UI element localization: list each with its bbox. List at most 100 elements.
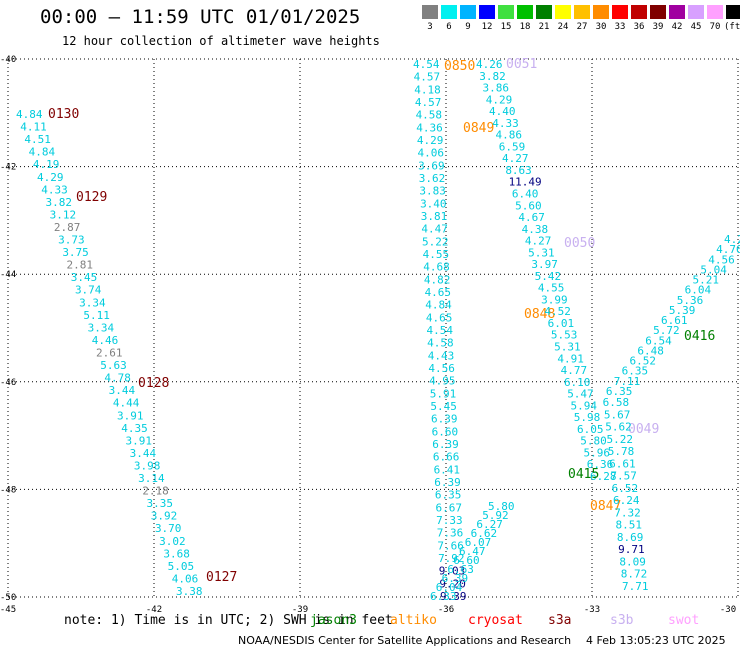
swh-value: 5.22: [607, 433, 634, 446]
swh-value: 6.39: [431, 413, 458, 426]
swh-value: 4.35: [121, 422, 147, 435]
swh-value: 4.38: [522, 223, 549, 236]
swh-value: 5.80: [488, 500, 515, 513]
swh-value: 3.91: [125, 434, 152, 447]
swh-value: 6.05: [577, 423, 604, 436]
scale-label: 33: [614, 22, 626, 32]
lon-label: -45: [0, 605, 16, 615]
swh-value: 6.67: [436, 501, 463, 514]
swh-value: 3.70: [155, 522, 182, 535]
swh-value: 6.58: [603, 396, 630, 409]
swh-value: 4.77: [561, 364, 588, 377]
scale-label: 42: [671, 22, 683, 32]
legend-cryosat: cryosat: [468, 613, 523, 628]
lat-label: -42: [0, 163, 16, 173]
swh-value: 3.14: [138, 472, 165, 485]
swh-value: 4.25: [724, 233, 740, 246]
scale-label: 3: [427, 22, 433, 32]
swh-value: 3.82: [479, 70, 506, 83]
pass-time-label: 0128: [138, 376, 169, 391]
scale-label: 12: [481, 22, 493, 32]
swh-value: 5.92: [482, 509, 509, 522]
lon-label: -39: [292, 605, 308, 615]
swh-value: 7.57: [610, 470, 637, 483]
swh-value: 4.29: [486, 93, 513, 106]
swh-value: 3.91: [117, 409, 144, 422]
swh-value: 9.71: [618, 543, 645, 556]
swh-value: 5.78: [608, 445, 635, 458]
swh-value: 5.96: [583, 446, 610, 459]
swh-value: 7.32: [614, 506, 641, 519]
pass-time-label: 0849: [463, 121, 494, 136]
generated-timestamp: 4 Feb 13:05:23 UTC 2025: [586, 634, 726, 647]
swh-value: 4.57: [415, 96, 442, 109]
swh-value: 3.73: [58, 234, 85, 247]
lat-label: -46: [0, 378, 16, 388]
pass-time-label: 0050: [564, 236, 595, 251]
page-subtitle: 12 hour collection of altimeter wave hei…: [62, 34, 380, 48]
scale-swatch: [707, 5, 723, 19]
swh-value: 2.18: [142, 485, 169, 498]
swh-value: 2.61: [96, 347, 123, 360]
swh-value: 3.44: [109, 384, 136, 397]
swh-value: 6.39: [432, 438, 459, 451]
swh-value: 6.63: [447, 563, 474, 576]
pass-time-label: 0850: [444, 59, 475, 74]
swh-value: 8.72: [621, 568, 648, 581]
swh-value: 6.60: [432, 425, 459, 438]
legend-swot: swot: [668, 613, 700, 628]
scale-swatch: [593, 5, 609, 19]
swh-value: 4.56: [708, 253, 735, 266]
swh-value: 3.12: [50, 208, 77, 221]
lat-label: -48: [0, 485, 16, 495]
swh-value: 6.35: [435, 489, 462, 502]
scale-label: 6: [446, 22, 452, 32]
swh-value: 4.27: [525, 235, 552, 248]
pass-time-label: 0848: [524, 307, 555, 322]
pass-time-label: 0130: [48, 107, 79, 122]
swh-value: 9.20: [439, 577, 466, 590]
swh-value: 5.31: [554, 341, 581, 354]
scale-swatch: [422, 5, 438, 19]
swh-value: 3.74: [75, 284, 102, 297]
scale-label: 24: [557, 22, 569, 32]
swh-value: 4.26: [476, 58, 503, 71]
swh-value: 5.04: [700, 263, 727, 276]
lat-label: -50: [0, 593, 16, 603]
swh-value: 6.66: [433, 451, 460, 464]
scale-label: 39: [652, 22, 664, 32]
swh-value: 4.82: [424, 273, 451, 286]
swh-value: 3.35: [147, 497, 174, 510]
swh-value: 3.38: [176, 585, 203, 598]
swh-value: 9.39: [440, 590, 467, 603]
swh-value: 3.92: [151, 510, 178, 523]
swh-value: 6.62: [471, 527, 498, 540]
swh-value: 6.35: [606, 385, 633, 398]
footnote: note: 1) Time is in UTC; 2) SWH is in fe…: [64, 613, 393, 628]
swh-value: 4.95: [429, 375, 456, 388]
swh-value: 6.61: [661, 314, 688, 327]
swh-value: 8.63: [505, 164, 532, 177]
swh-value: 7.66: [437, 539, 464, 552]
legend-jason3: jason3: [310, 613, 357, 628]
swh-value: 4.51: [24, 133, 50, 146]
scale-label: 15: [500, 22, 512, 32]
pass-time-label: 0127: [206, 570, 237, 585]
scale-swatch: [688, 5, 704, 19]
swh-value: 4.54: [413, 58, 440, 71]
swh-value: 3.82: [45, 196, 71, 209]
swh-value: 9.03: [439, 565, 466, 578]
lon-label: -30: [720, 605, 736, 615]
swh-value: 6.39: [442, 572, 469, 585]
swh-value: 4.33: [41, 183, 67, 196]
pass-time-label: 0051: [506, 57, 537, 72]
swh-value: 6.60: [453, 554, 480, 567]
swh-value: 3.69: [418, 159, 445, 172]
swh-value: 3.75: [62, 246, 89, 259]
swh-value: 2.81: [67, 259, 94, 272]
swh-value: 5.39: [669, 304, 696, 317]
swh-value: 4.11: [20, 121, 47, 134]
swh-value: 4.58: [427, 337, 454, 350]
pass-time-label: 0049: [628, 422, 659, 437]
